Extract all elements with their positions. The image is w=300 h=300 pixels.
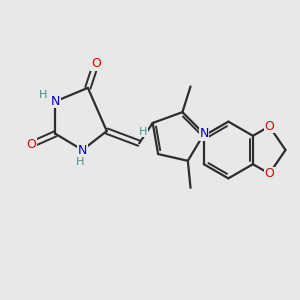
Text: N: N [200,127,209,140]
Text: O: O [26,138,36,151]
Text: O: O [264,120,274,133]
Text: N: N [78,143,87,157]
Text: O: O [264,167,274,180]
Text: O: O [91,57,101,70]
Text: H: H [139,127,147,137]
Text: H: H [76,157,84,167]
Text: N: N [51,95,60,108]
Text: H: H [39,90,47,100]
